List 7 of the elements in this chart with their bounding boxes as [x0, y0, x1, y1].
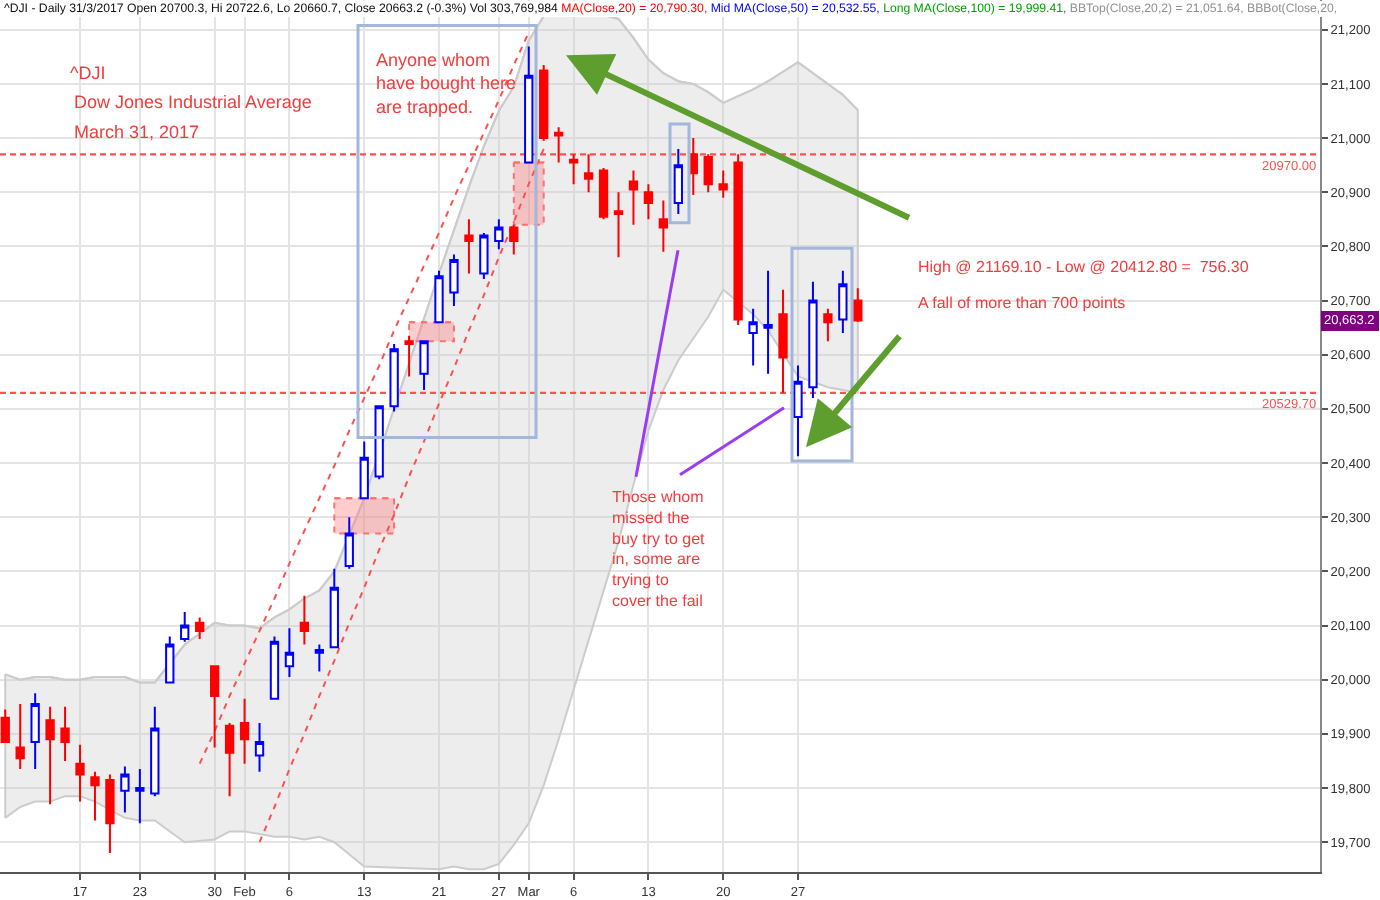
annotation: Those whom missed the buy try to get in, some are trying to cover the fail — [612, 488, 707, 610]
text: High @ 21169.10 - Low @ 20412.80 = 756.30 — [918, 258, 1250, 276]
annotation: March 31, 2017 — [74, 122, 200, 142]
text: Dow Jones Industrial Average — [74, 92, 312, 112]
text: ^DJI — [70, 62, 106, 83]
text: A fall of more than 700 points — [918, 294, 1126, 312]
annotation: Anyone whom have bought here are trapped. — [376, 50, 517, 117]
